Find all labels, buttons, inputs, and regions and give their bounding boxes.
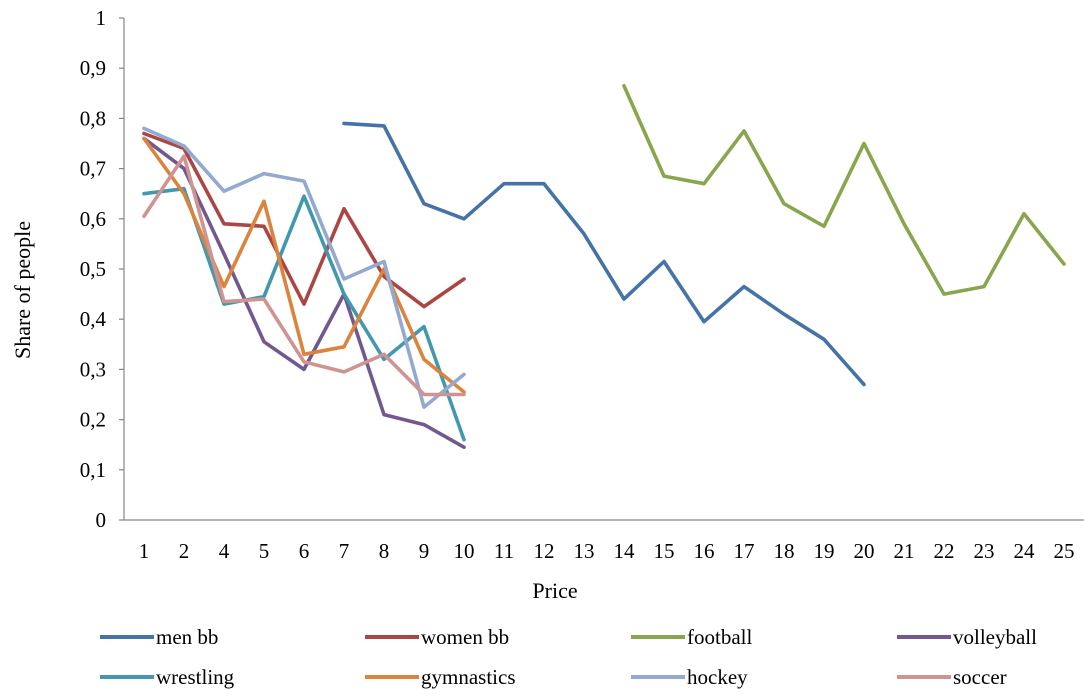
legend-item: soccer xyxy=(897,665,1007,689)
x-tick-label: 10 xyxy=(454,539,475,563)
x-tick-label: 12 xyxy=(534,539,555,563)
legend-item: women bb xyxy=(365,625,509,649)
legend: men bb women bb football volleyball wrestlin… xyxy=(100,625,1037,689)
y-tick-label: 0,2 xyxy=(80,408,106,432)
legend-label: men bb xyxy=(156,625,218,649)
y-tick-label: 1 xyxy=(96,6,107,30)
x-tick-label: 5 xyxy=(259,539,270,563)
legend-item: men bb xyxy=(100,625,218,649)
x-tick-label: 14 xyxy=(614,539,636,563)
legend-label: gymnastics xyxy=(421,665,516,689)
series-line-volleyball xyxy=(142,136,466,449)
series-line-wrestling xyxy=(142,186,466,442)
y-tick-label: 0,6 xyxy=(80,207,106,231)
x-tick-label: 23 xyxy=(974,539,995,563)
series-line-soccer xyxy=(142,154,466,397)
legend-label: soccer xyxy=(953,665,1007,689)
x-tick-label: 21 xyxy=(894,539,915,563)
series-line-women-bb xyxy=(142,131,466,309)
y-tick-label: 0,3 xyxy=(80,357,106,381)
legend-label: volleyball xyxy=(953,625,1037,649)
x-tick-label: 16 xyxy=(694,539,715,563)
series-line-football xyxy=(622,84,1066,296)
x-tick-label: 9 xyxy=(419,539,430,563)
legend-label: football xyxy=(687,625,752,649)
x-tick-label: 17 xyxy=(734,539,755,563)
x-tick-label: 19 xyxy=(814,539,835,563)
x-tick-labels: 1 2 4 5 6 7 8 9 10 11 12 13 14 15 16 17 18 19 20 21 22 23 24 25 xyxy=(139,539,1075,563)
x-tick-label: 1 xyxy=(139,539,150,563)
y-tick-label: 0,7 xyxy=(80,157,106,181)
x-tick-label: 8 xyxy=(379,539,390,563)
legend-item: volleyball xyxy=(897,625,1037,649)
series-line-hockey xyxy=(142,126,466,409)
y-tick-label: 0,1 xyxy=(80,458,106,482)
x-tick-label: 6 xyxy=(299,539,310,563)
y-tick-label: 0,4 xyxy=(80,307,107,331)
legend-label: wrestling xyxy=(156,665,235,689)
x-tick-label: 4 xyxy=(219,539,230,563)
y-tick-label: 0,9 xyxy=(80,56,106,80)
legend-item: football xyxy=(631,625,752,649)
legend-label: hockey xyxy=(687,665,748,689)
x-tick-label: 25 xyxy=(1054,539,1075,563)
y-tick-label: 0,8 xyxy=(80,106,106,130)
x-tick-label: 2 xyxy=(179,539,190,563)
x-tick-label: 20 xyxy=(854,539,875,563)
x-tick-label: 18 xyxy=(774,539,795,563)
x-tick-label: 7 xyxy=(339,539,350,563)
y-tick-labels: 0 0,1 0,2 0,3 0,4 0,5 0,6 0,7 0,8 0,9 1 xyxy=(80,6,124,532)
legend-item: gymnastics xyxy=(365,665,516,689)
legend-label: women bb xyxy=(421,625,509,649)
x-tick-label: 15 xyxy=(654,539,675,563)
y-tick-label: 0,5 xyxy=(80,257,106,281)
x-tick-label: 22 xyxy=(934,539,955,563)
y-tick-label: 0 xyxy=(96,508,107,532)
x-tick-label: 13 xyxy=(574,539,595,563)
y-axis-title: Share of people xyxy=(10,221,35,359)
series-line-gymnastics xyxy=(142,136,466,394)
x-tick-label: 11 xyxy=(494,539,514,563)
x-axis-title: Price xyxy=(532,578,577,603)
series-lines xyxy=(142,84,1066,449)
series-line-men-bb xyxy=(342,121,866,387)
legend-item: wrestling xyxy=(100,665,235,689)
legend-item: hockey xyxy=(631,665,748,689)
x-tick-label: 24 xyxy=(1014,539,1036,563)
